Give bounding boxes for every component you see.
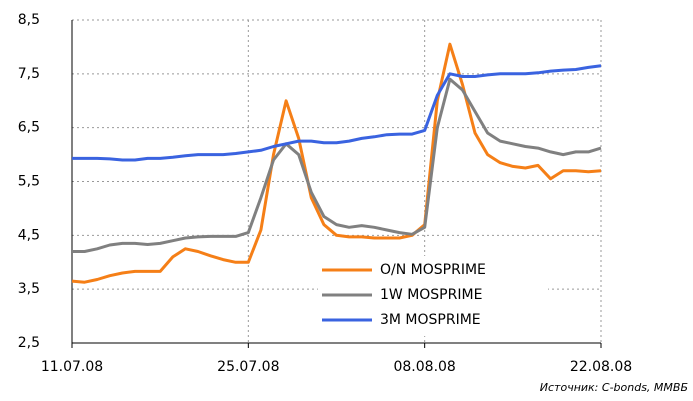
y-tick-label: 6,5 xyxy=(18,120,40,136)
x-tick-label: 22.08.08 xyxy=(570,359,632,375)
y-tick-label: 5,5 xyxy=(18,174,40,190)
series-line xyxy=(71,42,602,284)
y-tick-label: 8,5 xyxy=(18,12,40,28)
y-tick-label: 4,5 xyxy=(18,227,40,243)
x-tick-label: 11.07.08 xyxy=(41,359,103,375)
x-tick-label: 08.08.08 xyxy=(393,359,455,375)
series-line xyxy=(72,64,602,162)
legend-label: 1W MOSPRIME xyxy=(380,287,482,303)
x-tick-label: 25.07.08 xyxy=(217,359,279,375)
y-tick-label: 3,5 xyxy=(18,281,40,297)
y-tick-label: 2,5 xyxy=(18,335,40,351)
legend-label: 3M MOSPRIME xyxy=(380,312,481,328)
legend-label: O/N MOSPRIME xyxy=(380,262,486,278)
source-note: Источник: C-bonds, ММВБ xyxy=(540,381,688,394)
y-tick-label: 7,5 xyxy=(18,66,40,82)
series-line xyxy=(72,77,602,253)
